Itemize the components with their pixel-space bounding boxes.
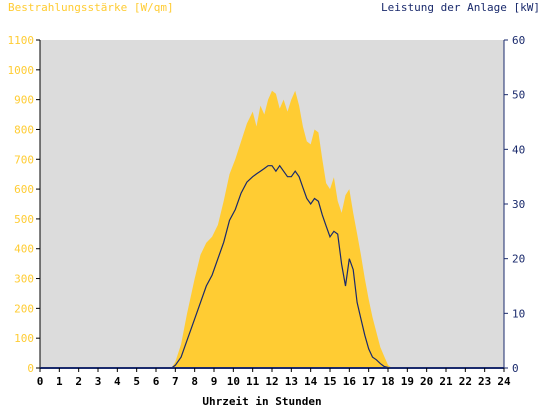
- x-tick-label: 7: [172, 375, 179, 388]
- left-tick-label: 800: [14, 123, 34, 136]
- x-tick-label: 15: [323, 375, 336, 388]
- x-tick-label: 16: [343, 375, 357, 388]
- x-tick-label: 0: [37, 375, 44, 388]
- x-axis-label: Uhrzeit in Stunden: [202, 395, 321, 408]
- x-tick-label: 5: [133, 375, 140, 388]
- left-tick-label: 500: [14, 213, 34, 226]
- x-tick-label: 13: [285, 375, 298, 388]
- left-tick-label: 400: [14, 243, 34, 256]
- right-tick-label: 20: [512, 253, 525, 266]
- x-tick-label: 2: [75, 375, 82, 388]
- x-tick-label: 24: [497, 375, 511, 388]
- x-tick-label: 3: [95, 375, 102, 388]
- x-tick-label: 6: [153, 375, 160, 388]
- x-tick-label: 9: [211, 375, 218, 388]
- x-tick-label: 23: [478, 375, 491, 388]
- left-tick-label: 0: [27, 362, 34, 375]
- x-tick-label: 10: [227, 375, 240, 388]
- x-tick-label: 22: [459, 375, 472, 388]
- left-tick-label: 200: [14, 302, 34, 315]
- series-irradiance-area: [40, 90, 504, 368]
- x-tick-label: 19: [401, 375, 414, 388]
- x-tick-label: 20: [420, 375, 433, 388]
- left-tick-label: 1100: [8, 34, 35, 47]
- x-tick-label: 8: [191, 375, 198, 388]
- x-tick-label: 17: [362, 375, 375, 388]
- right-tick-label: 50: [512, 89, 525, 102]
- left-tick-label: 900: [14, 94, 34, 107]
- x-tick-label: 4: [114, 375, 121, 388]
- left-tick-label: 300: [14, 273, 34, 286]
- x-tick-label: 11: [246, 375, 260, 388]
- left-tick-label: 700: [14, 153, 34, 166]
- x-tick-label: 18: [381, 375, 394, 388]
- right-tick-label: 0: [512, 362, 519, 375]
- right-tick-label: 40: [512, 143, 525, 156]
- x-tick-label: 1: [56, 375, 63, 388]
- x-tick-label: 14: [304, 375, 318, 388]
- right-tick-label: 60: [512, 34, 525, 47]
- right-axis-title: Leistung der Anlage [kW]: [381, 1, 540, 14]
- x-tick-label: 21: [439, 375, 453, 388]
- series-power-line: [40, 164, 504, 369]
- right-tick-label: 10: [512, 307, 525, 320]
- right-tick-label: 30: [512, 198, 525, 211]
- left-axis-title: Bestrahlungsstärke [W/qm]: [8, 1, 174, 14]
- x-tick-label: 12: [265, 375, 278, 388]
- left-tick-label: 1000: [8, 64, 35, 77]
- left-tick-label: 600: [14, 183, 34, 196]
- left-tick-label: 100: [14, 332, 34, 345]
